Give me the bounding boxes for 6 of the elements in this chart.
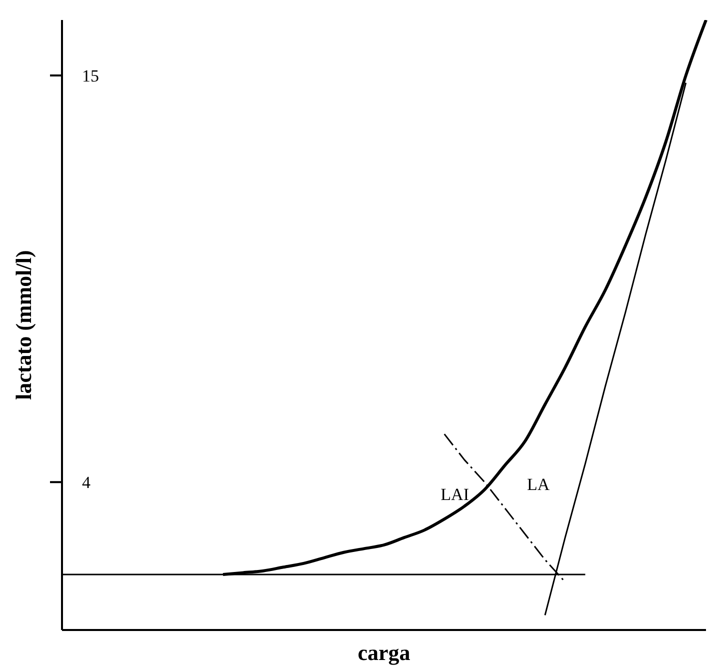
- y-tick-label: 4: [82, 473, 91, 492]
- annotation: LA: [526, 475, 550, 494]
- x-axis-title: carga: [358, 640, 410, 665]
- y-tick-label: 15: [82, 66, 99, 86]
- y-axis-title: lactato (mmol/l): [10, 250, 36, 400]
- annotation: LAI: [440, 485, 470, 504]
